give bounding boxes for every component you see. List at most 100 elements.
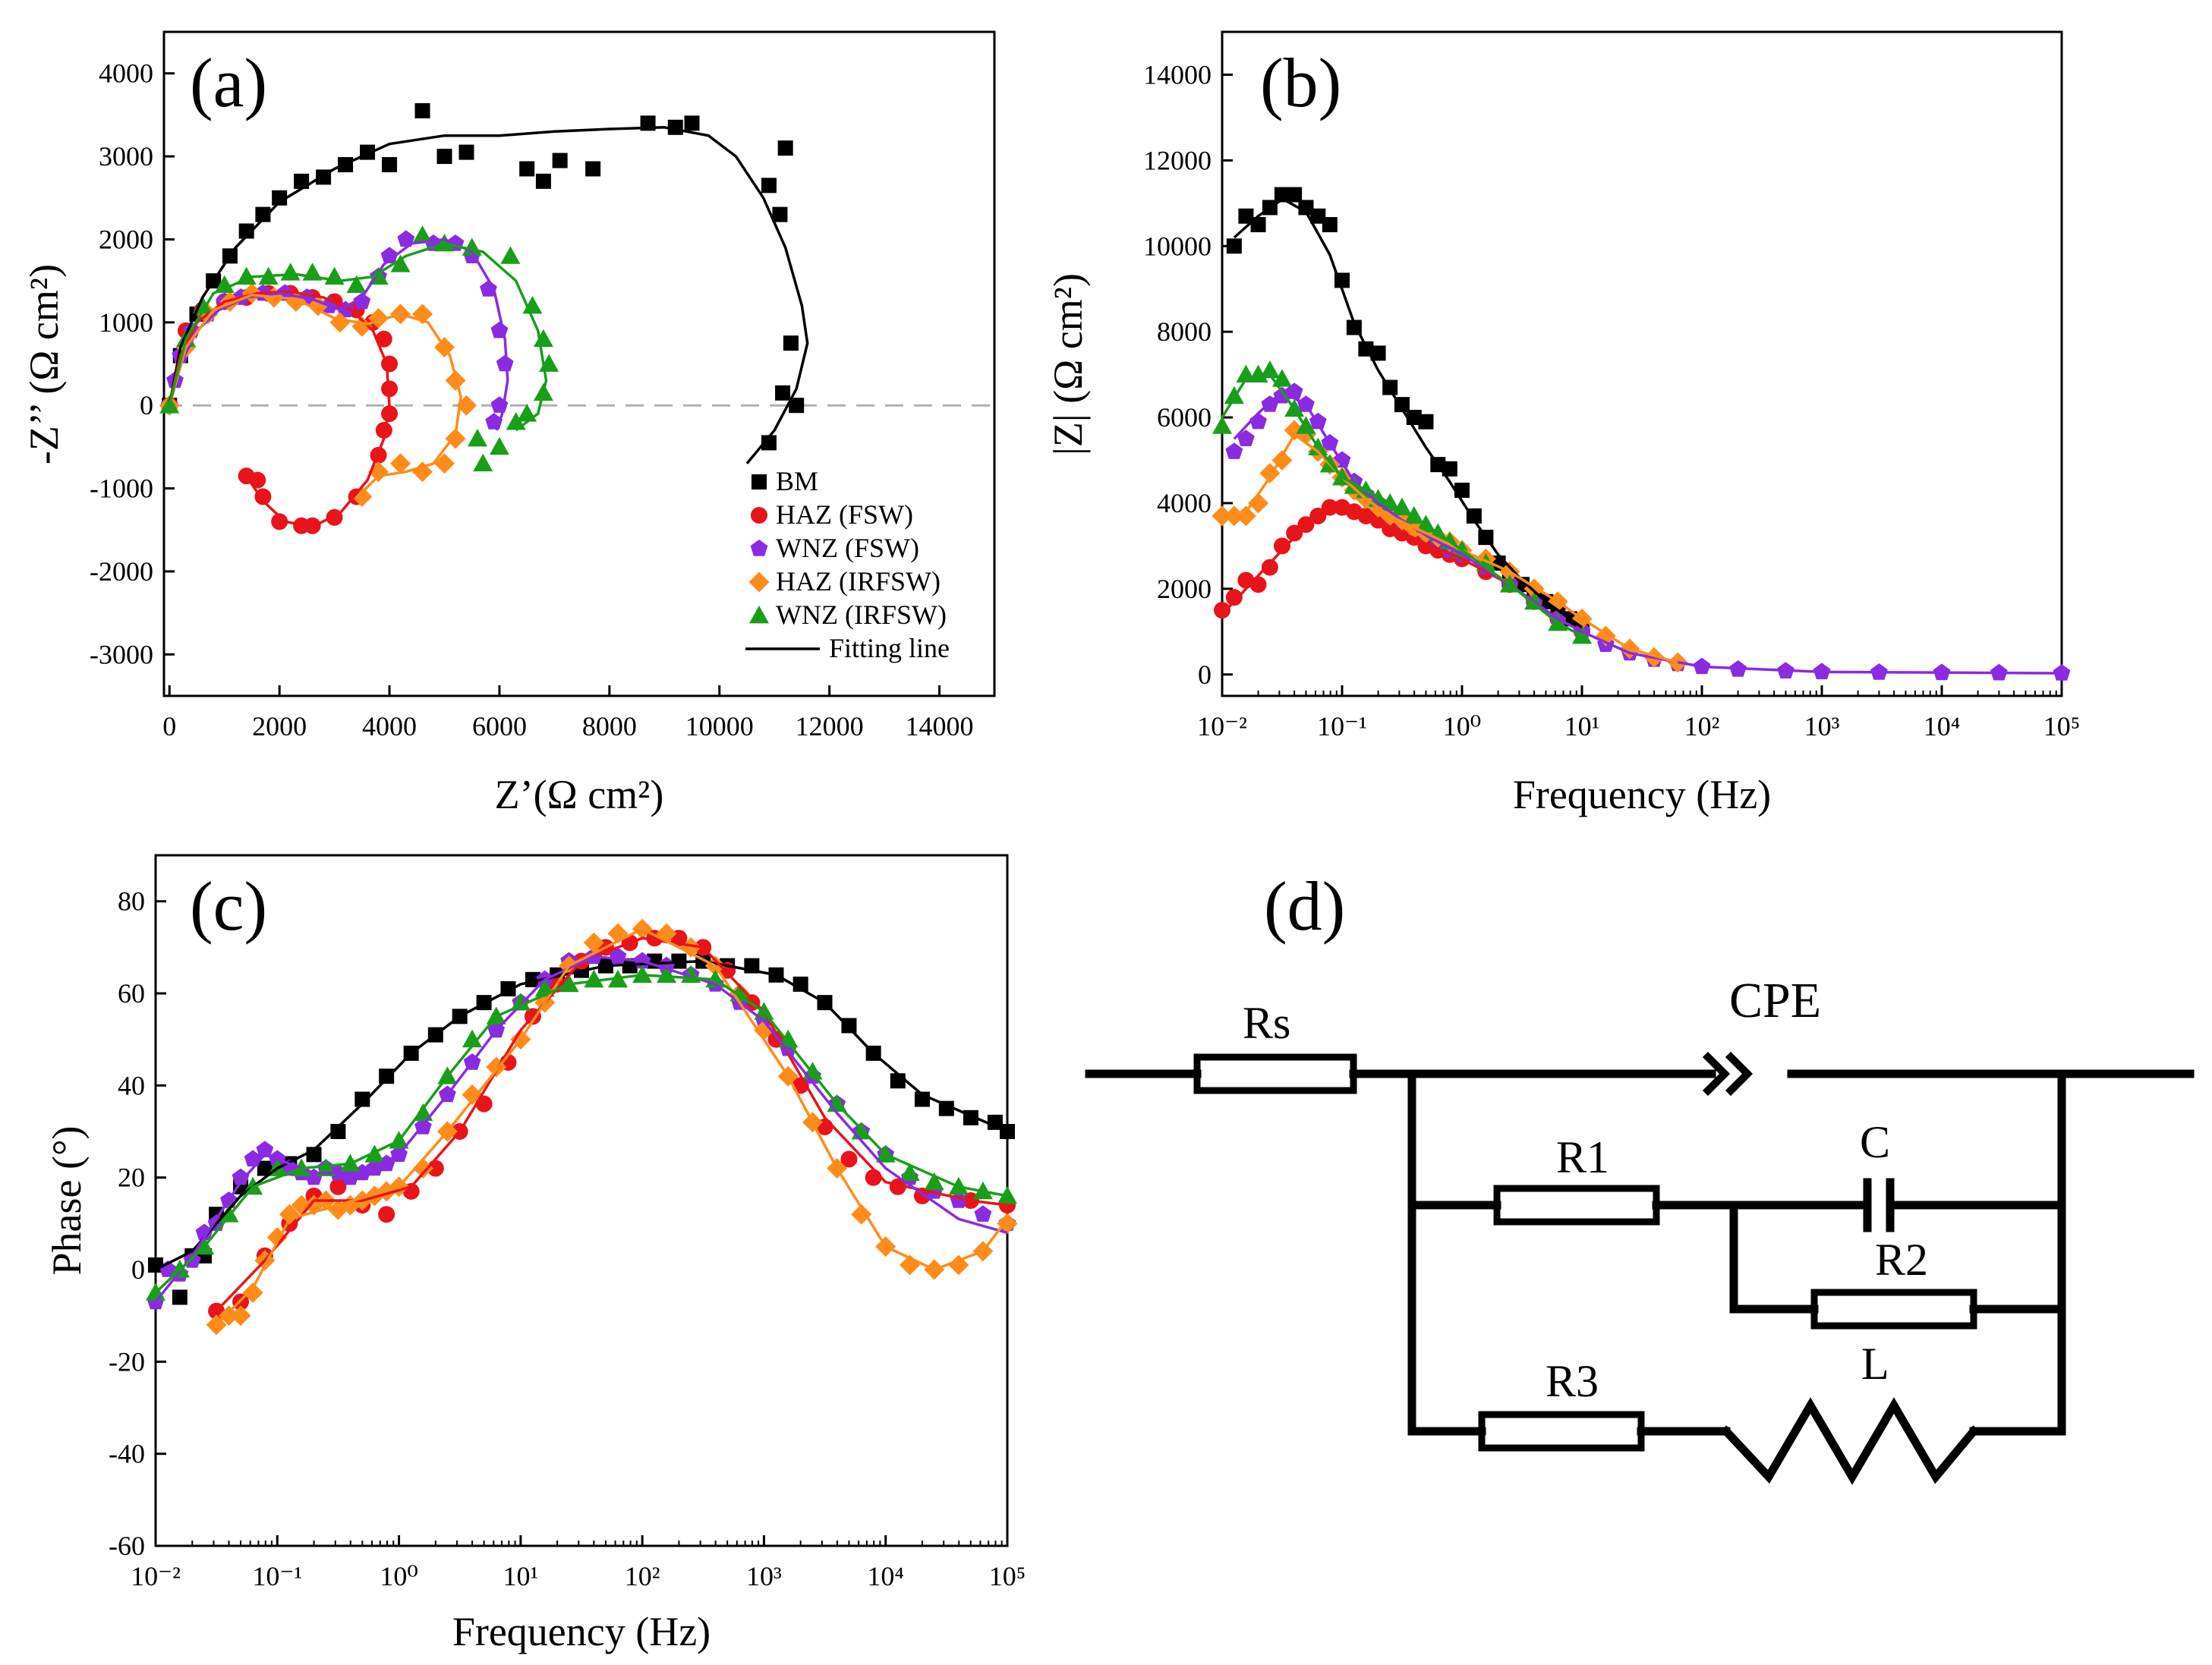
panel-c-y-tick-label: -40 [109,1439,145,1469]
panel-a-point-bm [775,385,791,401]
panel-c-x-tick-label: 10¹ [503,1561,538,1591]
legend-marker-haz-irfsw [748,571,770,593]
panel-c-point-haz-fsw [378,1206,395,1223]
panel-a-series-haz-irfsw [159,283,477,507]
panel-b-y-tick-label: 6000 [1157,402,1212,433]
panel-c-point-bm [172,1289,187,1305]
panel-b-point-bm [1287,187,1303,203]
panel-c-point-bm [354,1091,370,1107]
panel-c-point-bm [379,1069,395,1084]
resistor-rs [1193,1053,1357,1094]
panel-a-point-bm [535,173,551,189]
panel-a-plot-frame [162,30,996,697]
panel-a-x-tick-label: 6000 [472,711,527,741]
panel-a-point-bm [255,206,271,222]
panel-b-x-tick-label: 10¹ [1564,711,1600,741]
panel-c-y-tick-label: -20 [109,1346,145,1377]
panel-c-point-haz-irfsw [279,1204,300,1225]
panel-a-point-bm [761,178,777,194]
panel-c-point-wnz-irfsw [584,969,604,988]
panel-a-point-bm [552,153,568,168]
inductor-l [1720,1397,1980,1485]
panel-b-series-bm [1226,187,1590,635]
panel-a-fit-line-bm [168,126,809,464]
panel-b-point-haz-irfsw [1248,493,1269,514]
panel-c-point-haz-irfsw [583,932,604,953]
label-l: L [1861,1339,1889,1389]
panel-c-point-haz-irfsw [242,1282,263,1303]
panel-c-point-haz-irfsw [680,936,701,958]
panel-c-point-haz-fsw [840,1150,858,1168]
panel-a-point-wnz-irfsw [473,453,493,472]
panel-b-point-wnz-irfsw [1271,369,1292,387]
panel-b-point-haz-fsw [1261,559,1278,576]
panel-b-point-bm [1370,345,1386,361]
panel-a-point-bm [789,398,805,414]
panel-c-point-wnz-irfsw [510,993,531,1011]
panel-c-y-tick-label: 20 [118,1163,145,1193]
label-rs: Rs [1243,998,1290,1048]
panel-a-point-wnz-fsw [480,280,497,297]
panel-a-point-bm [272,190,288,206]
panel-b-axes: 10⁻² 10⁻¹ 10⁰ 10¹ 10² 10³ 10⁴ 10⁵ 0 2000 4000 6000 8… [1143,59,2080,741]
panel-a-series-wnz-irfsw [159,225,559,472]
panel-a-point-wnz-fsw [353,292,371,310]
panel-b-point-haz-fsw [1273,537,1290,555]
panel-a-point-bm [777,140,793,156]
panel-c-point-haz-fsw [865,1169,882,1186]
cpe-element-right [1725,1051,1754,1097]
panel-b-x-tick-label: 10⁻² [1197,711,1247,741]
panel-b-x-tick-label: 10² [1684,711,1720,741]
panel-a-fit-line-haz-fsw [168,290,391,528]
panel-a-point-haz-fsw [375,330,392,348]
panel-a-x-axis-label: Z’(Ω cm²) [495,772,664,817]
panel-a-point-bm [458,144,474,160]
panel-a-y-tick-label: 3000 [99,141,153,172]
panel-b-data [1212,187,2071,681]
panel-a-y-tick-label: -2000 [90,556,153,587]
legend-marker-wnz-irfsw [749,606,769,624]
resistor-r3 [1478,1411,1645,1452]
legend-label-haz-fsw: HAZ (FSW) [776,499,913,530]
panel-a-y-tick-label: 0 [140,390,153,420]
panel-c-y-tick-label: -60 [109,1531,145,1561]
panel-a-point-wnz-irfsw [533,329,553,348]
panel-a-point-haz-fsw [271,513,288,530]
panel-b-x-tick-label: 10⁰ [1443,711,1481,741]
panel-a-x-tick-label: 4000 [362,711,417,741]
panel-a-point-haz-fsw [375,422,392,439]
panel-b-point-bm [1310,208,1326,224]
panel-c-point-haz-irfsw [753,1020,774,1041]
label-cpe: CPE [1729,973,1821,1028]
panel-c-point-bm [330,1124,346,1139]
panel-c-x-tick-label: 10⁵ [989,1561,1026,1591]
panel-a-point-wnz-fsw [496,354,514,372]
panel-c-point-haz-irfsw [997,1213,1018,1234]
panel-a-fit-line-haz-irfsw [168,293,462,494]
panel-b-y-tick-label: 14000 [1143,59,1212,90]
panel-c-point-wnz-fsw [195,1223,213,1241]
legend-label-fitting-line: Fitting line [829,633,950,663]
panel-a-point-wnz-fsw [397,230,415,247]
panel-a-point-bm [382,157,398,172]
legend-marker-haz-fsw [751,507,767,524]
panel-a-point-wnz-irfsw [346,275,367,293]
resistor-r2 [1810,1289,1977,1330]
panel-c-fit-line-wnz-irfsw [154,973,1008,1294]
panel-c-x-tick-label: 10⁴ [867,1561,904,1591]
panel-b-y-tick-label: 12000 [1143,145,1212,175]
panel-b-y-tick-label: 4000 [1157,488,1212,518]
panel-b-x-tick-label: 10³ [1804,711,1840,741]
panel-c-label: (c) [190,867,267,945]
panel-c-y-tick-label: 60 [118,978,145,1009]
panel-c-point-haz-irfsw [230,1305,251,1327]
panel-a-fit-line-wnz-fsw [168,238,509,431]
panel-a-point-haz-irfsw [390,453,411,474]
panel-a-x-tick-label: 0 [162,711,176,741]
panel-b-point-haz-irfsw [1224,505,1245,527]
panel-b-point-wnz-irfsw [1212,416,1232,434]
panel-c-point-bm [987,1114,1003,1130]
panel-c-point-bm [841,1018,857,1034]
panel-b-point-wnz-irfsw [1391,497,1412,516]
panel-a-label: (a) [190,44,267,121]
